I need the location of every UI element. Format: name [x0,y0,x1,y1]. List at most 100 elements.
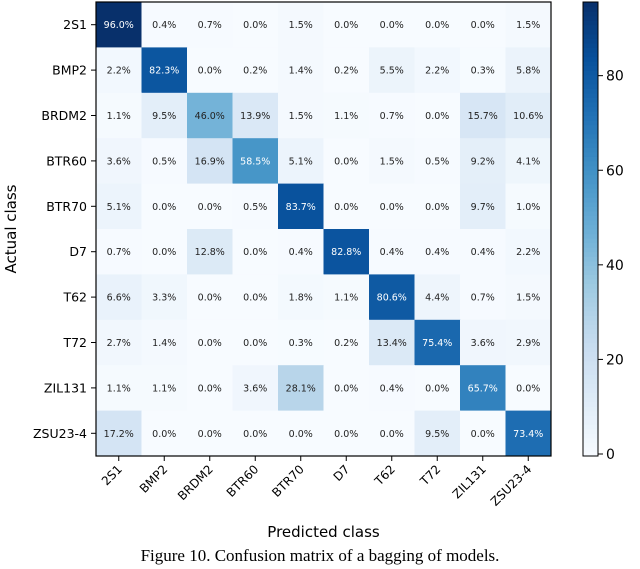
colorbar-segment [583,437,598,443]
heatmap-cell [278,183,324,230]
colorbar-tick-label: 20 [606,352,624,368]
cell-value-label: 0.0% [198,338,222,349]
cell-value-label: 0.0% [289,429,313,440]
cell-value-label: 0.4% [471,247,495,258]
cell-value-label: 0.0% [198,202,222,213]
x-tick-label: BTR70 [269,462,307,500]
colorbar-segment [583,92,598,98]
heatmap-cell [232,365,279,412]
colorbar-segment [583,396,598,403]
colorbar-segment [583,269,598,275]
cell-value-label: 0.0% [516,383,540,394]
cell-value-label: 0.5% [425,156,449,167]
colorbar-segment [583,61,598,67]
heatmap-cell [96,138,142,185]
heatmap-cell [232,410,279,457]
heatmap-cell [460,410,506,457]
x-tick-label: T62 [371,462,398,489]
cell-value-label: 96.0% [104,20,134,31]
x-tick-label: BMP2 [137,462,171,496]
colorbar-segment [583,65,598,71]
colorbar-segment [583,297,598,303]
heatmap-cell [187,229,233,275]
cell-value-label: 2.9% [516,338,540,349]
cell-value-label: 0.2% [334,338,358,349]
cell-value-label: 2.2% [516,247,540,258]
heatmap-cell [278,92,324,139]
cell-value-label: 83.7% [286,202,316,213]
heatmap-cell [369,229,415,275]
colorbar-segment [583,442,598,448]
colorbar-segment [583,347,598,353]
colorbar-segment [583,33,598,39]
cell-value-label: 2.7% [107,338,131,349]
cell-value-label: 1.1% [152,383,176,394]
colorbar-segment [583,328,598,335]
plot-frame [95,1,552,457]
cell-value-label: 10.6% [513,111,543,122]
colorbar-segment [583,2,598,8]
cell-value-label: 6.6% [107,293,131,304]
cell-value-label: 82.8% [331,247,361,258]
colorbar-segment [583,11,598,17]
colorbar-segment [583,251,598,257]
heatmap-cell [460,229,506,275]
heatmap-cell [414,274,461,321]
heatmap-cell [187,92,233,139]
cell-value-label: 3.3% [152,293,176,304]
x-tick-label: BTR60 [224,462,262,500]
colorbar-segment [583,374,598,380]
colorbar-segment [583,356,598,362]
colorbar-frame [582,1,599,457]
cell-value-label: 73.4% [513,429,543,440]
colorbar-segment [583,283,598,289]
heatmap-cell [141,138,188,185]
heatmap-cell [414,365,461,412]
colorbar-segment [583,278,598,285]
heatmap-cell [505,138,552,185]
heatmap-cell [141,2,188,48]
cell-value-label: 0.0% [425,202,449,213]
heatmap-cell [369,365,415,412]
cell-value-label: 0.7% [471,293,495,304]
cell-value-label: 0.5% [152,156,176,167]
heatmap-cell [460,47,506,94]
colorbar-segment [583,260,598,266]
heatmap-cell [505,2,552,48]
cell-value-label: 1.1% [107,111,131,122]
heatmap-cell [278,229,324,275]
cell-value-label: 4.4% [425,293,449,304]
cell-value-label: 12.8% [195,247,225,258]
cell-value-label: 0.0% [243,338,267,349]
colorbar-tick-label: 0 [606,447,615,463]
x-axis-label: Predicted class [267,523,380,541]
heatmap-cell [369,274,415,321]
colorbar-segment [583,147,598,153]
colorbar-tick-label: 80 [606,69,624,85]
y-tick-label: BMP2 [52,63,87,78]
heatmap-cell [369,2,415,48]
colorbar-segment [583,110,598,117]
cell-value-label: 1.5% [516,20,540,31]
colorbar-segment [583,151,598,157]
heatmap-cell [96,2,142,48]
heatmap-cell [141,92,188,139]
colorbar-segment [583,315,598,321]
colorbar-segment [583,392,598,398]
cell-value-label: 0.4% [380,247,404,258]
cell-value-label: 0.0% [198,293,222,304]
colorbar-segment [583,233,598,239]
cell-value-label: 0.0% [334,383,358,394]
cell-value-label: 5.5% [380,66,404,77]
heatmap-cell [323,92,370,139]
colorbar-segment [583,256,598,262]
colorbar-tick-label: 40 [606,258,624,274]
cell-value-label: 5.1% [107,202,131,213]
cell-value-label: 0.0% [152,247,176,258]
colorbar-segment [583,351,598,357]
heatmap-cell [505,47,552,94]
colorbar-segment [583,360,598,366]
colorbar-segment [583,97,598,103]
y-tick-label: D7 [69,244,87,259]
cell-value-label: 0.0% [334,429,358,440]
